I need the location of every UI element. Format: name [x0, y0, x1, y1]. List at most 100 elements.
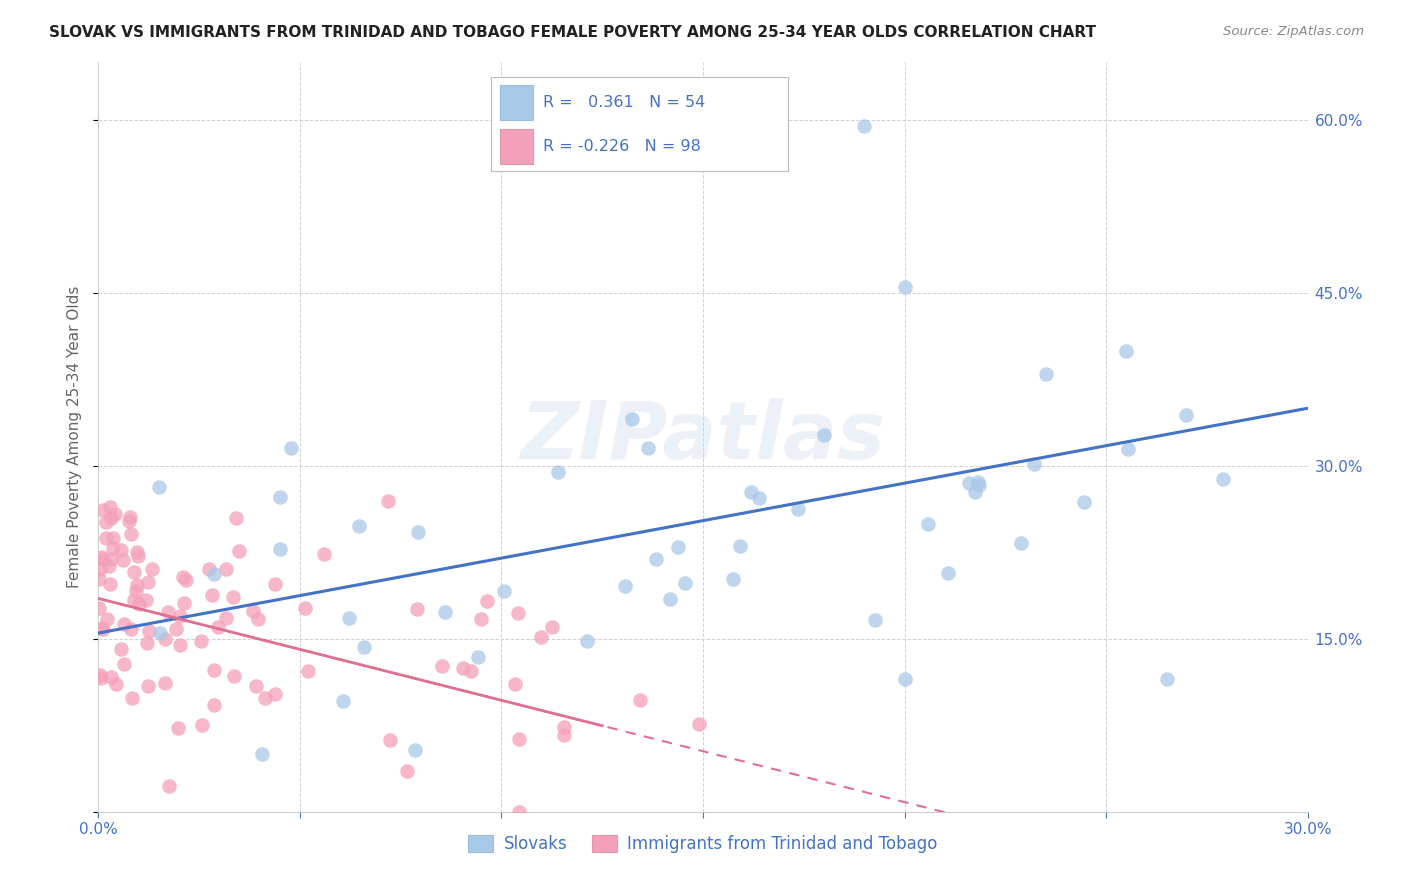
- Point: [91, 550, 114, 565]
- Point: [813, 427, 835, 442]
- Point: [125, 545, 148, 559]
- Point: [110, 642, 132, 657]
- Point: [190, 634, 212, 648]
- Point: [467, 650, 489, 665]
- Point: [89, 561, 111, 575]
- Point: [111, 553, 134, 567]
- Point: [936, 566, 959, 580]
- Point: [966, 475, 988, 489]
- Point: [332, 694, 354, 708]
- Point: [169, 608, 191, 623]
- Point: [138, 679, 160, 693]
- Point: [530, 630, 553, 644]
- Point: [98, 559, 121, 574]
- Legend: Slovaks, Immigrants from Trinidad and Tobago: Slovaks, Immigrants from Trinidad and To…: [461, 828, 945, 860]
- Text: SLOVAK VS IMMIGRANTS FROM TRINIDAD AND TOBAGO FEMALE POVERTY AMONG 25-34 YEAR OL: SLOVAK VS IMMIGRANTS FROM TRINIDAD AND T…: [49, 25, 1097, 40]
- Point: [101, 531, 124, 545]
- Point: [430, 659, 453, 673]
- Point: [1156, 672, 1178, 686]
- Point: [100, 551, 122, 566]
- Point: [215, 611, 238, 625]
- Point: [173, 597, 195, 611]
- Point: [91, 623, 114, 637]
- Point: [120, 526, 142, 541]
- Point: [127, 578, 149, 592]
- Point: [228, 544, 250, 558]
- Point: [104, 677, 127, 691]
- Point: [254, 691, 277, 706]
- Point: [128, 597, 150, 611]
- Point: [965, 484, 987, 499]
- Point: [547, 465, 569, 479]
- Point: [252, 747, 274, 761]
- Point: [96, 531, 118, 545]
- Point: [198, 562, 221, 576]
- Point: [314, 547, 336, 561]
- Text: Source: ZipAtlas.com: Source: ZipAtlas.com: [1223, 25, 1364, 38]
- Point: [377, 494, 399, 508]
- Point: [127, 549, 149, 564]
- Point: [378, 733, 401, 747]
- Point: [575, 634, 598, 648]
- Point: [688, 717, 710, 731]
- Point: [98, 577, 121, 591]
- Text: ZIPatlas: ZIPatlas: [520, 398, 886, 476]
- Point: [135, 592, 157, 607]
- Point: [94, 515, 117, 529]
- Point: [506, 606, 529, 620]
- Point: [503, 677, 526, 691]
- Point: [215, 562, 238, 576]
- Point: [125, 583, 148, 598]
- Point: [786, 502, 808, 516]
- Point: [666, 540, 689, 554]
- Y-axis label: Female Poverty Among 25-34 Year Olds: Female Poverty Among 25-34 Year Olds: [67, 286, 83, 588]
- Point: [169, 638, 191, 652]
- Point: [637, 442, 659, 456]
- Point: [460, 665, 482, 679]
- Point: [90, 621, 112, 635]
- Point: [136, 635, 159, 649]
- Point: [91, 551, 114, 566]
- Point: [153, 632, 176, 647]
- Point: [1175, 409, 1198, 423]
- Point: [225, 511, 247, 525]
- Point: [1212, 472, 1234, 486]
- Point: [347, 519, 370, 533]
- Point: [245, 679, 267, 693]
- Point: [269, 542, 291, 557]
- Point: [553, 720, 575, 734]
- Point: [337, 611, 360, 625]
- Point: [893, 672, 915, 686]
- Point: [1010, 536, 1032, 550]
- Point: [100, 510, 122, 524]
- Point: [246, 612, 269, 626]
- Point: [104, 507, 127, 521]
- Point: [103, 541, 125, 555]
- Point: [853, 119, 876, 133]
- Point: [721, 572, 744, 586]
- Point: [191, 717, 214, 731]
- Point: [165, 623, 187, 637]
- Point: [96, 611, 118, 625]
- Point: [93, 502, 115, 516]
- Point: [404, 743, 426, 757]
- Point: [406, 524, 429, 539]
- Point: [353, 640, 375, 654]
- Point: [112, 616, 135, 631]
- Point: [138, 624, 160, 638]
- Point: [508, 805, 530, 819]
- Point: [263, 576, 285, 591]
- Point: [120, 622, 142, 636]
- Point: [87, 601, 110, 615]
- Point: [967, 477, 990, 491]
- Point: [87, 572, 110, 586]
- Point: [153, 676, 176, 690]
- Point: [893, 280, 915, 294]
- Point: [112, 657, 135, 671]
- Point: [222, 590, 245, 604]
- Point: [470, 612, 492, 626]
- Point: [157, 605, 180, 619]
- Point: [159, 779, 181, 793]
- Point: [294, 600, 316, 615]
- Point: [174, 573, 197, 587]
